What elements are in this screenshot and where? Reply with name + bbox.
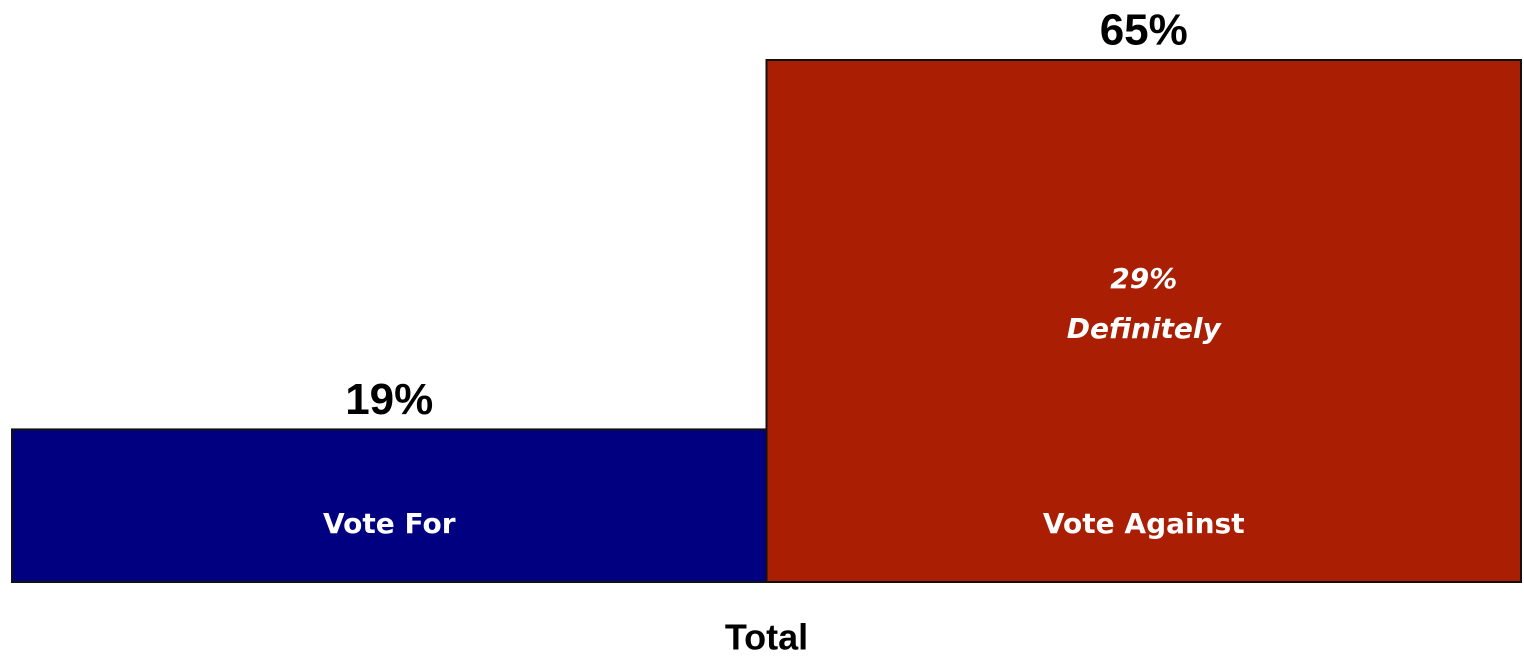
series-label: Vote For — [323, 507, 456, 540]
value-label: 65% — [1100, 6, 1188, 55]
annotation: Definitely — [1067, 312, 1223, 345]
x-tick-label: Total — [725, 617, 808, 658]
value-label: 19% — [345, 375, 433, 424]
series-label: Vote Against — [1043, 507, 1245, 540]
bar — [11, 428, 768, 583]
annotation: 29% — [1110, 262, 1177, 295]
bar — [765, 59, 1522, 583]
